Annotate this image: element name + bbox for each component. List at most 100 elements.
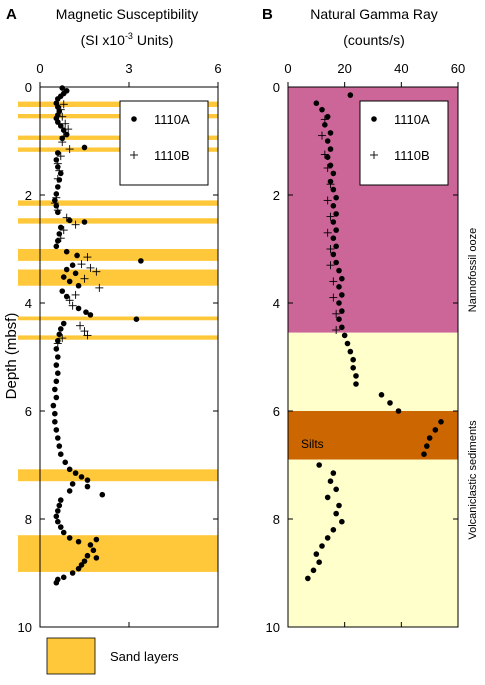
data-point-1110A xyxy=(350,365,356,371)
data-point-1110B xyxy=(80,327,89,336)
data-point-1110B xyxy=(326,180,335,189)
data-point-1110A xyxy=(63,248,70,255)
data-point-1110A xyxy=(56,177,63,183)
y-tick-label: 6 xyxy=(25,404,32,419)
data-point-1110A xyxy=(66,535,73,541)
data-point-1110A xyxy=(324,494,331,501)
data-point-1110A xyxy=(336,267,342,274)
data-point-1110A xyxy=(74,252,80,259)
data-point-1110A xyxy=(327,478,334,485)
data-point-1110A xyxy=(57,326,64,332)
y-tick-label: 2 xyxy=(273,188,280,203)
panel-b-ticks: 0 20 40 60 0 2 4 6 8 10 xyxy=(266,61,466,635)
data-point-1110A xyxy=(60,320,67,327)
silts-label: Silts xyxy=(301,437,324,451)
data-point-1110B xyxy=(59,226,68,235)
data-point-1110A xyxy=(60,574,67,581)
data-point-1110A xyxy=(310,567,317,574)
data-point-1110B xyxy=(320,150,329,159)
data-point-1110A xyxy=(55,184,61,190)
data-point-1110B xyxy=(329,293,338,302)
data-point-1110A xyxy=(327,146,334,152)
data-point-1110B xyxy=(323,196,332,205)
x-tick-label: 0 xyxy=(36,61,43,76)
panel-a-legend: 1110A 1110B xyxy=(119,100,209,186)
panel-a-subtitle-main: (SI x10 xyxy=(81,32,126,48)
data-point-1110A xyxy=(84,552,91,559)
data-point-1110A xyxy=(341,332,348,339)
y-tick-label: 6 xyxy=(273,404,280,419)
data-point-1110A xyxy=(66,466,73,473)
data-point-1110A xyxy=(353,373,359,379)
sand-layer-band xyxy=(18,135,218,140)
data-point-1110B xyxy=(58,138,67,147)
data-point-1110A xyxy=(426,435,433,441)
data-point-1110B xyxy=(52,193,61,202)
data-point-1110A xyxy=(56,331,63,338)
data-point-1110A xyxy=(52,386,58,393)
data-point-1110A xyxy=(395,408,402,414)
data-point-1110A xyxy=(339,324,345,331)
legend-marker-1110B xyxy=(370,151,378,159)
data-point-1110A xyxy=(336,284,342,290)
data-point-1110B xyxy=(61,119,70,128)
data-point-1110B xyxy=(59,132,68,141)
data-point-1110A xyxy=(432,427,439,433)
data-point-1110A xyxy=(344,340,351,347)
panel-a-subtitle-end: Units) xyxy=(133,32,173,48)
data-point-1110A xyxy=(56,502,63,509)
data-point-1110A xyxy=(333,510,339,517)
data-point-1110A xyxy=(336,502,342,509)
data-point-1110A xyxy=(55,104,61,110)
data-point-1110A xyxy=(330,251,337,258)
data-point-1110B xyxy=(326,212,335,221)
data-point-1110B xyxy=(58,334,67,343)
data-point-1110A xyxy=(53,362,60,368)
legend-label: 1110A xyxy=(154,112,190,127)
panel-a-ticks: 0 3 6 0 2 4 6 8 10 xyxy=(18,61,222,635)
sand-layer-band xyxy=(18,218,218,224)
panel-b-subtitle: (counts/s) xyxy=(343,32,404,48)
data-point-1110A xyxy=(330,235,337,241)
data-point-1110A xyxy=(75,538,82,545)
data-point-1110A xyxy=(53,394,60,401)
data-point-1110A xyxy=(324,113,331,120)
data-point-1110A xyxy=(339,518,345,525)
legend-box xyxy=(359,100,449,186)
data-point-1110A xyxy=(333,194,339,201)
data-point-1110A xyxy=(81,144,88,151)
data-point-1110B xyxy=(55,166,64,175)
data-point-1110A xyxy=(52,419,58,425)
data-point-1110A xyxy=(66,217,73,224)
sand-layer-band xyxy=(18,200,218,206)
data-point-1110A xyxy=(57,123,64,129)
y-tick-label: 0 xyxy=(25,80,32,95)
data-point-1110A xyxy=(324,138,331,144)
legend-label: 1110B xyxy=(154,148,190,163)
data-point-1110A xyxy=(350,356,356,363)
data-point-1110A xyxy=(87,312,94,318)
lithology-zone xyxy=(288,332,458,411)
data-point-1110A xyxy=(81,219,88,225)
y-tick-label: 2 xyxy=(25,188,32,203)
data-point-1110A xyxy=(60,529,67,536)
data-point-1110B xyxy=(318,131,326,140)
data-point-1110B xyxy=(53,174,62,183)
y-tick-label: 0 xyxy=(273,80,280,95)
data-point-1110A xyxy=(50,402,57,409)
sand-layer-band xyxy=(18,316,218,321)
panel-b-frame xyxy=(287,86,459,628)
panel-a-letter: A xyxy=(6,6,17,23)
data-point-1110B xyxy=(56,234,65,243)
panel-a-subtitle-exponent: -3 xyxy=(125,31,133,41)
data-point-1110B xyxy=(80,274,89,283)
data-point-1110A xyxy=(387,400,393,406)
legend-marker-1110A xyxy=(371,116,377,122)
data-point-1110A xyxy=(90,547,97,554)
x-tick-label: 20 xyxy=(337,61,351,76)
annotation-nannofossil-ooze: Nannofossil ooze xyxy=(467,228,479,312)
data-point-1110A xyxy=(83,309,89,315)
data-point-1110A xyxy=(324,535,331,541)
data-point-1110B xyxy=(332,326,341,334)
